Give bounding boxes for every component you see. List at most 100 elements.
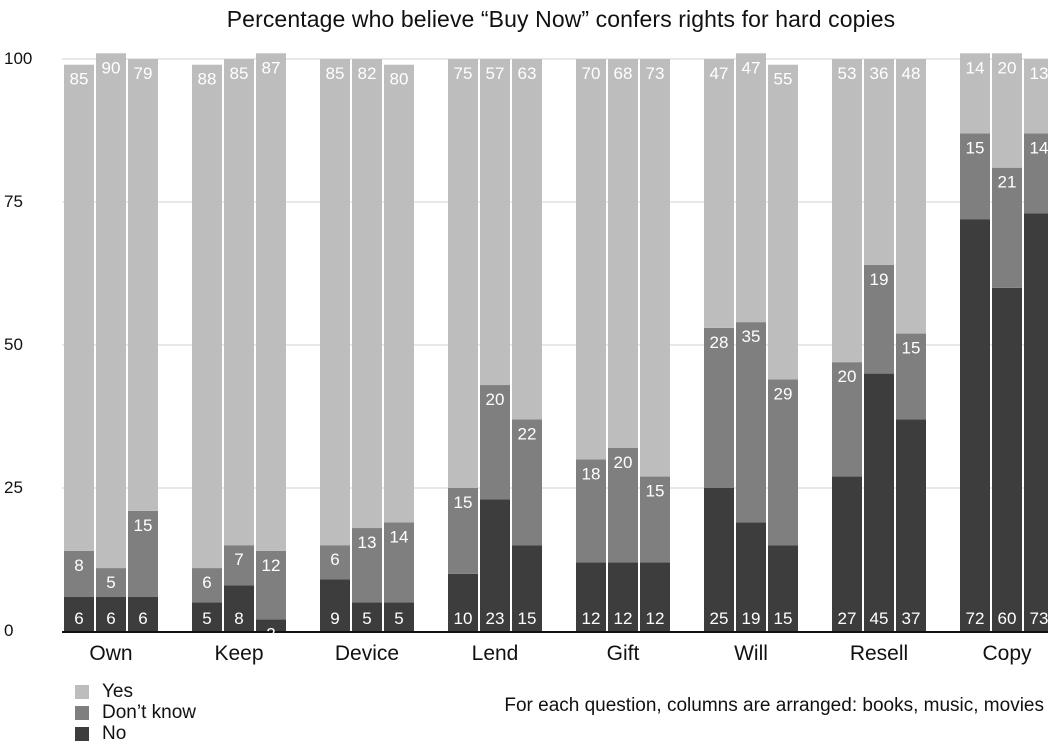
y-tick-label-0: 0 (4, 621, 13, 640)
bar-will-music-yes (736, 53, 766, 323)
legend-item-dont-know: Don’t know (75, 702, 196, 723)
bar-device-books-yes (320, 59, 350, 546)
bar-will-movies-don-t-know (768, 379, 798, 546)
bar-keep-music-don-t-know (224, 545, 254, 586)
bar-keep-movies-don-t-know (256, 550, 286, 620)
bar-lend-music-don-t-know (480, 385, 510, 500)
bar-keep-books-no (192, 602, 222, 631)
data-label-gift-books-no: 12 (582, 609, 601, 628)
bar-resell-books-don-t-know (832, 362, 862, 477)
bar-lend-movies-yes (512, 59, 542, 420)
data-label-device-movies-don-t-know: 14 (390, 527, 409, 546)
bar-device-music-yes (352, 59, 382, 529)
data-label-will-movies-no: 15 (774, 609, 793, 628)
data-label-own-movies-don-t-know: 15 (134, 516, 153, 535)
data-label-lend-books-don-t-know: 15 (454, 493, 473, 512)
bar-copy-movies-no (1024, 213, 1048, 631)
bar-gift-music-no (608, 562, 638, 631)
bar-gift-music-yes (608, 59, 638, 448)
bar-will-books-yes (704, 59, 734, 328)
data-label-own-books-yes: 85 (70, 70, 89, 89)
bar-gift-books-yes (576, 59, 606, 460)
bar-will-music-no (736, 522, 766, 631)
bar-copy-books-no (960, 219, 990, 631)
bar-copy-movies-yes (1024, 59, 1048, 134)
legend-item-no: No (75, 723, 196, 744)
data-label-keep-books-don-t-know: 6 (202, 573, 211, 592)
data-label-own-movies-no: 6 (138, 609, 147, 628)
data-label-own-music-yes: 90 (102, 58, 121, 77)
bar-resell-music-no (864, 373, 894, 631)
bar-will-books-don-t-know (704, 327, 734, 488)
x-tick-label-own: Own (89, 642, 132, 665)
data-label-copy-movies-yes: 13 (1030, 64, 1048, 83)
bar-own-movies-no (128, 596, 158, 631)
bar-gift-movies-don-t-know (640, 476, 670, 563)
legend-label-dont-know: Don’t know (102, 702, 196, 723)
data-label-keep-music-don-t-know: 7 (234, 550, 243, 569)
data-label-resell-music-don-t-know: 19 (870, 270, 889, 289)
data-label-copy-music-yes: 20 (998, 58, 1017, 77)
data-label-will-music-yes: 47 (742, 58, 761, 77)
bar-device-movies-don-t-know (384, 522, 414, 603)
x-tick-label-copy: Copy (982, 642, 1032, 665)
data-label-gift-movies-no: 12 (646, 609, 665, 628)
data-label-device-music-don-t-know: 13 (358, 533, 377, 552)
data-label-lend-music-don-t-know: 20 (486, 390, 505, 409)
bar-device-books-no (320, 579, 350, 631)
bar-keep-music-yes (224, 59, 254, 546)
data-label-gift-books-don-t-know: 18 (582, 464, 601, 483)
x-tick-label-keep: Keep (214, 642, 263, 665)
data-label-device-movies-yes: 80 (390, 70, 409, 89)
data-label-lend-books-no: 10 (454, 609, 473, 628)
data-label-resell-books-yes: 53 (838, 64, 857, 83)
data-label-device-books-no: 9 (330, 609, 339, 628)
data-label-gift-music-yes: 68 (614, 64, 633, 83)
bar-will-movies-no (768, 545, 798, 631)
x-tick-label-will: Will (734, 642, 768, 665)
x-tick-label-lend: Lend (472, 642, 519, 665)
bar-keep-movies-no (256, 619, 286, 631)
bar-own-books-don-t-know (64, 550, 94, 597)
data-label-will-books-yes: 47 (710, 64, 729, 83)
data-label-lend-movies-don-t-know: 22 (518, 424, 537, 443)
data-label-device-music-no: 5 (362, 609, 371, 628)
chart-title: Percentage who believe “Buy Now” confers… (226, 6, 896, 32)
data-label-will-books-don-t-know: 28 (710, 333, 729, 352)
bar-lend-books-don-t-know (448, 488, 478, 574)
bar-will-music-don-t-know (736, 322, 766, 523)
bar-keep-movies-yes (256, 53, 286, 551)
bar-lend-books-yes (448, 59, 478, 488)
legend-label-no: No (102, 723, 127, 744)
data-label-own-music-no: 6 (106, 609, 115, 628)
data-label-keep-movies-yes: 87 (262, 58, 281, 77)
bar-lend-movies-no (512, 545, 542, 631)
data-label-copy-books-yes: 14 (966, 58, 985, 77)
data-label-copy-movies-no: 73 (1030, 609, 1048, 628)
data-label-resell-movies-yes: 48 (902, 64, 921, 83)
bar-resell-music-yes (864, 59, 894, 265)
bar-device-books-don-t-know (320, 545, 350, 580)
legend-swatch-no (75, 726, 89, 741)
data-label-resell-movies-don-t-know: 15 (902, 339, 921, 358)
data-label-own-books-don-t-know: 8 (74, 556, 83, 575)
x-tick-label-gift: Gift (607, 642, 640, 665)
bar-will-movies-yes (768, 64, 798, 380)
data-label-will-music-no: 19 (742, 609, 761, 628)
bar-own-books-no (64, 596, 94, 631)
bar-keep-books-don-t-know (192, 568, 222, 603)
bar-own-books-yes (64, 64, 94, 551)
bar-copy-books-yes (960, 53, 990, 134)
data-label-keep-movies-don-t-know: 12 (262, 556, 281, 575)
data-label-resell-music-no: 45 (870, 609, 889, 628)
data-label-gift-books-yes: 70 (582, 64, 601, 83)
bar-resell-books-no (832, 476, 862, 631)
y-tick-label-50: 50 (4, 335, 23, 354)
data-label-device-books-don-t-know: 6 (330, 550, 339, 569)
bar-own-movies-yes (128, 59, 158, 511)
bar-resell-movies-yes (896, 59, 926, 334)
data-label-resell-books-don-t-know: 20 (838, 367, 857, 386)
legend-swatch-dont-know (75, 705, 89, 720)
legend: Yes Don’t know No (75, 681, 196, 744)
data-label-device-books-yes: 85 (326, 64, 345, 83)
